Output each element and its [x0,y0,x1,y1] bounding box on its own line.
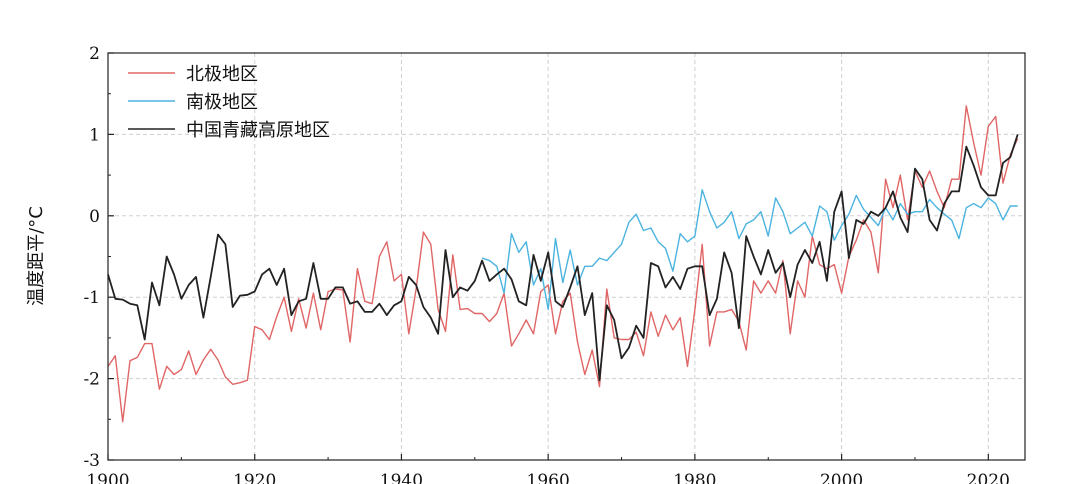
x-tick-label: 2020 [967,471,1010,484]
legend-label-2: 中国青藏高原地区 [186,120,330,141]
x-tick-label: 1960 [527,471,570,484]
y-tick-label: -3 [83,451,100,471]
x-tick-label: 1900 [86,471,129,484]
x-tick-label: 1920 [233,471,276,484]
y-tick-label: 2 [89,44,100,64]
legend-label-0: 北极地区 [186,64,258,85]
y-tick-label: -1 [83,288,100,308]
y-axis-title: 温度距平/°C [26,206,47,306]
grid [108,53,1025,460]
series-lines [107,105,1019,423]
series-line-0 [107,105,1019,423]
x-tick-label: 1940 [380,471,423,484]
y-tick-label: 0 [89,207,100,227]
series-line-2 [107,134,1019,382]
series-line-1 [481,189,1018,311]
y-tick-label: -2 [83,370,100,390]
x-tick-label: 2000 [820,471,863,484]
y-tick-label: 1 [89,125,100,145]
plot-frame [107,52,1026,461]
legend-label-1: 南极地区 [186,92,258,113]
x-tick-label: 1980 [673,471,716,484]
